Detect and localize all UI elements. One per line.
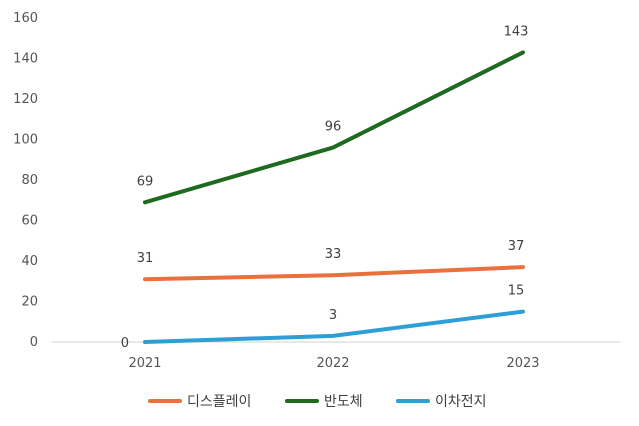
y-tick-label: 160 [13, 11, 38, 26]
legend: 디스플레이 반도체 이차전지 [148, 394, 487, 410]
x-tick-label: 2021 [128, 356, 161, 371]
legend-label: 이차전지 [435, 394, 487, 410]
y-tick-label: 120 [13, 92, 38, 107]
legend-item: 이차전지 [396, 394, 487, 410]
series-layer [143, 50, 525, 344]
legend-label: 반도체 [324, 394, 363, 410]
y-tick-label: 20 [21, 295, 38, 310]
y-tick-label: 80 [21, 173, 38, 188]
data-label: 3 [329, 308, 337, 323]
legend-item: 반도체 [285, 394, 363, 410]
y-tick-label: 140 [13, 52, 38, 67]
x-tick-label: 2022 [316, 356, 349, 371]
data-labels: 31 33 37 69 96 143 0 3 15 [121, 24, 529, 351]
series-line-1 [143, 265, 525, 282]
series-line-3 [143, 309, 525, 344]
data-label: 33 [325, 247, 342, 262]
data-label: 96 [325, 120, 342, 135]
data-label: 15 [508, 284, 525, 299]
y-tick-label: 100 [13, 133, 38, 148]
y-tick-label: 40 [21, 254, 38, 269]
y-tick-label: 60 [21, 214, 38, 229]
data-label: 0 [121, 336, 129, 351]
x-axis: 2021 2022 2023 [52, 341, 620, 371]
data-label: 143 [504, 24, 529, 39]
legend-item: 디스플레이 [148, 394, 251, 410]
legend-label: 디스플레이 [187, 394, 251, 410]
y-tick-label: 0 [30, 335, 38, 350]
x-tick-label: 2023 [506, 356, 539, 371]
series-line-2 [143, 50, 525, 205]
y-axis: 0 20 40 60 80 100 120 140 160 [13, 11, 38, 350]
data-label: 37 [508, 239, 525, 254]
data-label: 31 [137, 251, 154, 266]
data-label: 69 [137, 174, 154, 189]
